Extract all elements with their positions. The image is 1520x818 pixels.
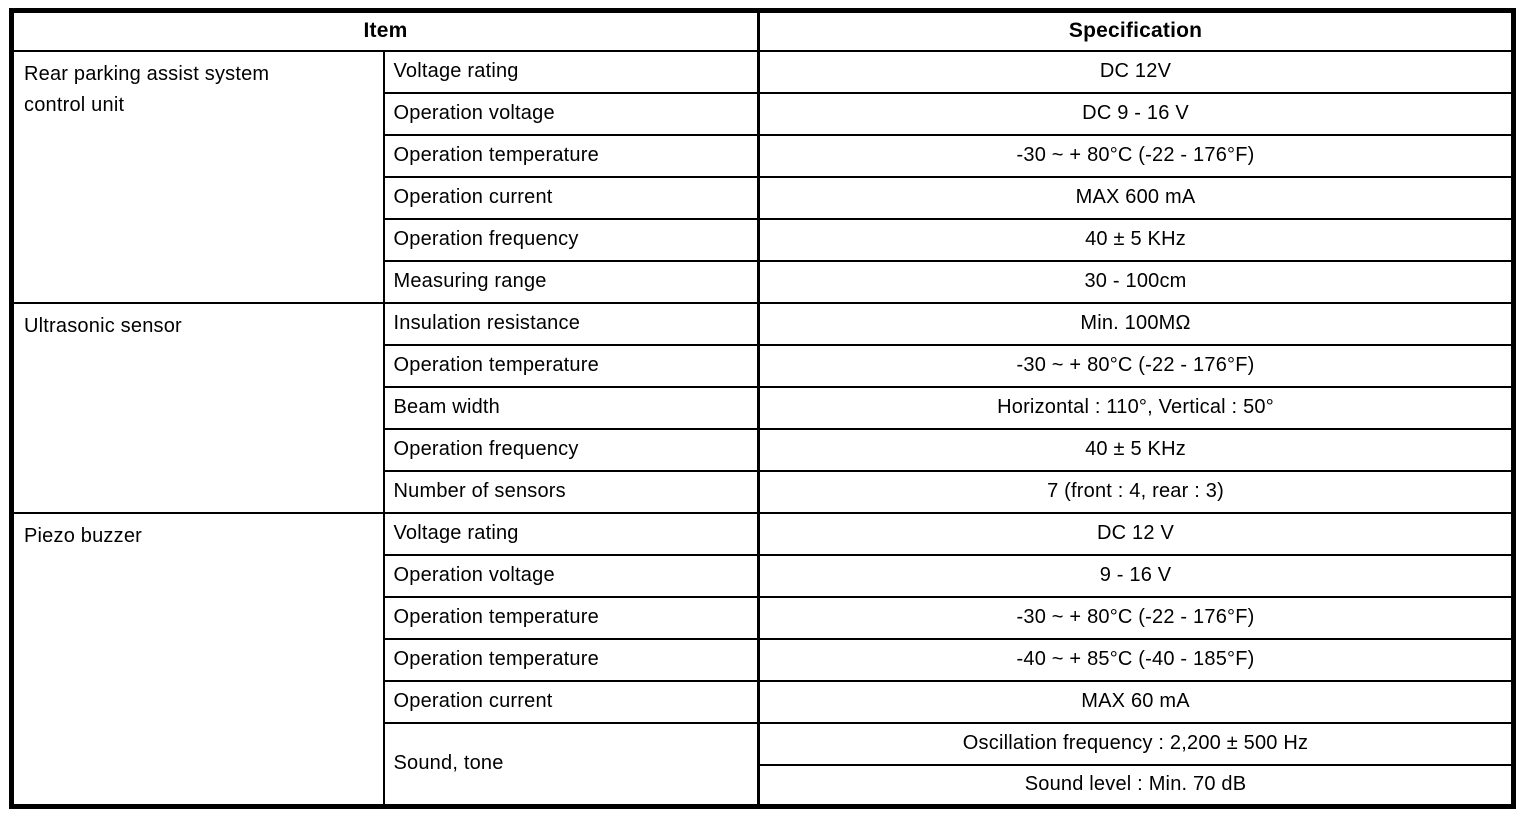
spec-cell: DC 9 - 16 V <box>757 91 1515 136</box>
category-label: Rear parking assist system control unit <box>24 62 270 116</box>
item-cell: Operation temperature <box>382 637 760 682</box>
item-cell: Sound, tone <box>382 721 760 808</box>
item-cell: Operation frequency <box>382 217 760 262</box>
category-cell: Piezo buzzer <box>10 511 385 808</box>
table-row: Rear parking assist system control unit … <box>10 49 1515 304</box>
category-label: Ultrasonic sensor <box>24 314 182 337</box>
table-row: Operation temperature -30 ~ + 80°C (-22 … <box>12 343 1515 388</box>
item-column-header: Item <box>10 9 760 52</box>
spec-cell: MAX 60 mA <box>757 679 1515 724</box>
spec-cell: Min. 100MΩ <box>757 301 1515 346</box>
table-row: Sound, tone Oscillation frequency : 2,20… <box>12 721 1515 808</box>
category-cell: Rear parking assist system control unit <box>10 49 385 304</box>
spec-cell: -30 ~ + 80°C (-22 - 176°F) <box>757 133 1515 178</box>
item-cell: Operation temperature <box>382 595 760 640</box>
item-cell: Operation current <box>382 175 760 220</box>
item-cell: Measuring range <box>382 259 760 304</box>
spec-cell: Sound level : Min. 70 dB <box>757 763 1515 808</box>
item-cell: Operation voltage <box>382 553 760 598</box>
item-cell: Operation temperature <box>382 343 760 388</box>
table-row: Measuring range 30 - 100cm <box>12 259 1515 304</box>
table-row: Operation current MAX 60 mA <box>12 679 1515 724</box>
item-cell: Operation temperature <box>382 133 760 178</box>
category-label: Piezo buzzer <box>24 524 143 547</box>
table-row: Operation frequency 40 ± 5 KHz <box>12 217 1515 262</box>
table-row: Operation frequency 40 ± 5 KHz <box>12 427 1515 472</box>
item-cell: Voltage rating <box>382 49 760 94</box>
spec-cell: MAX 600 mA <box>757 175 1515 220</box>
table-row: Operation voltage DC 9 - 16 V <box>12 91 1515 136</box>
spec-cell: 40 ± 5 KHz <box>757 217 1515 262</box>
table-row: Operation current MAX 600 mA <box>12 175 1515 220</box>
category-cell: Ultrasonic sensor <box>10 301 385 514</box>
spec-cell: -40 ~ + 85°C (-40 - 185°F) <box>757 637 1515 682</box>
table-row: Operation temperature -30 ~ + 80°C (-22 … <box>12 133 1515 178</box>
spec-cell: Horizontal : 110°, Vertical : 50° <box>757 385 1515 430</box>
spec-cell: -30 ~ + 80°C (-22 - 176°F) <box>757 595 1515 640</box>
spec-cell: Oscillation frequency : 2,200 ± 500 Hz <box>757 721 1515 766</box>
table-row: Operation temperature -30 ~ + 80°C (-22 … <box>12 595 1515 640</box>
specification-table: Item Specification Rear parking assist s… <box>9 8 1517 809</box>
table-row: Operation temperature -40 ~ + 85°C (-40 … <box>12 637 1515 682</box>
spec-cell: DC 12V <box>757 49 1515 94</box>
spec-cell: 7 (front : 4, rear : 3) <box>757 469 1515 514</box>
item-cell: Voltage rating <box>382 511 760 556</box>
spec-cell: 40 ± 5 KHz <box>757 427 1515 472</box>
header-row: Item Specification <box>10 9 1515 52</box>
item-cell: Number of sensors <box>382 469 760 514</box>
spec-cell: -30 ~ + 80°C (-22 - 176°F) <box>757 343 1515 388</box>
item-cell: Insulation resistance <box>382 301 760 346</box>
spec-cell: DC 12 V <box>757 511 1515 556</box>
table-row: Ultrasonic sensor Insulation resistance … <box>10 301 1515 514</box>
table-row: Piezo buzzer Voltage rating DC 12 V <box>10 511 1515 808</box>
item-cell: Operation voltage <box>382 91 760 136</box>
spec-cell: 30 - 100cm <box>757 259 1515 304</box>
item-cell: Beam width <box>382 385 760 430</box>
table-row: Beam width Horizontal : 110°, Vertical :… <box>12 385 1515 430</box>
table-row: Number of sensors 7 (front : 4, rear : 3… <box>12 469 1515 514</box>
spec-cell: 9 - 16 V <box>757 553 1515 598</box>
table-row: Operation voltage 9 - 16 V <box>12 553 1515 598</box>
specification-column-header: Specification <box>757 9 1515 52</box>
item-cell: Operation current <box>382 679 760 724</box>
item-cell: Operation frequency <box>382 427 760 472</box>
table-row: Sound level : Min. 70 dB <box>12 763 1515 808</box>
